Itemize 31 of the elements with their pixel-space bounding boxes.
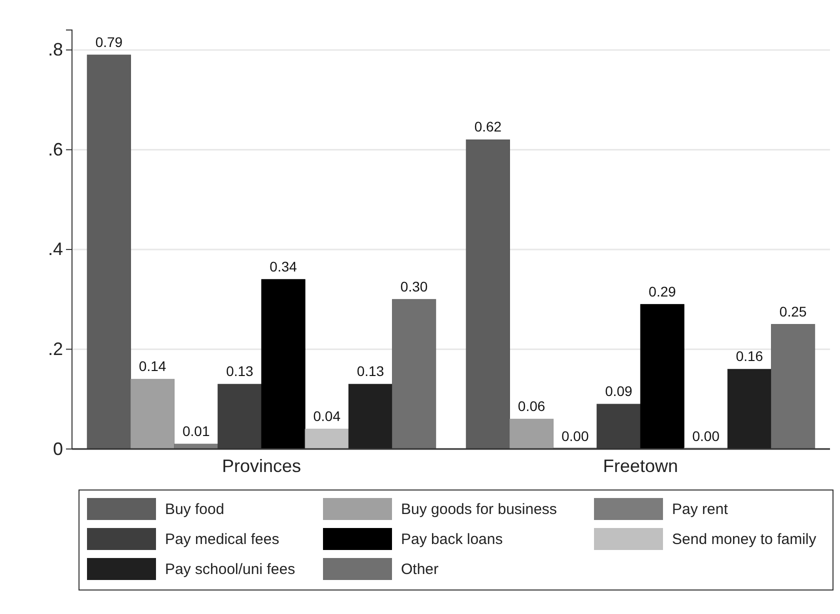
data-label: 0.09	[605, 383, 633, 400]
data-label: 0.62	[474, 118, 502, 135]
data-label: 0.16	[736, 348, 764, 364]
legend-label: Pay rent	[672, 501, 729, 518]
y-tick-label: .8	[48, 40, 63, 60]
x-tick-label: Provinces	[222, 456, 302, 476]
legend-label: Buy food	[165, 501, 224, 518]
legend-label: Pay back loans	[401, 531, 503, 548]
data-label: 0.06	[518, 398, 546, 414]
data-label: 0.34	[270, 258, 298, 274]
legend-label: Pay school/uni fees	[165, 561, 296, 578]
data-label: 0.14	[138, 358, 166, 374]
legend-label: Buy goods for business	[401, 501, 557, 518]
data-label: 0.00	[561, 428, 589, 444]
legend-label: Pay medical fees	[165, 531, 280, 548]
y-tick-label: .6	[48, 139, 63, 160]
legend-label: Other	[401, 561, 439, 578]
x-tick-label: Freetown	[602, 456, 678, 476]
data-label: 0.25	[779, 303, 807, 320]
data-label: 0.01	[182, 423, 210, 440]
data-label: 0.30	[400, 278, 428, 294]
data-label: 0.00	[692, 428, 720, 444]
data-label: 0.13	[356, 363, 384, 380]
y-tick-label: 0	[52, 438, 63, 459]
y-tick-label: .4	[48, 239, 63, 260]
data-label: 0.04	[313, 408, 341, 424]
legend-label: Send money to family	[672, 531, 817, 548]
y-tick-label: .2	[48, 339, 63, 359]
data-label: 0.29	[648, 283, 676, 300]
data-label: 0.13	[226, 363, 254, 380]
data-label: 0.79	[95, 34, 123, 50]
